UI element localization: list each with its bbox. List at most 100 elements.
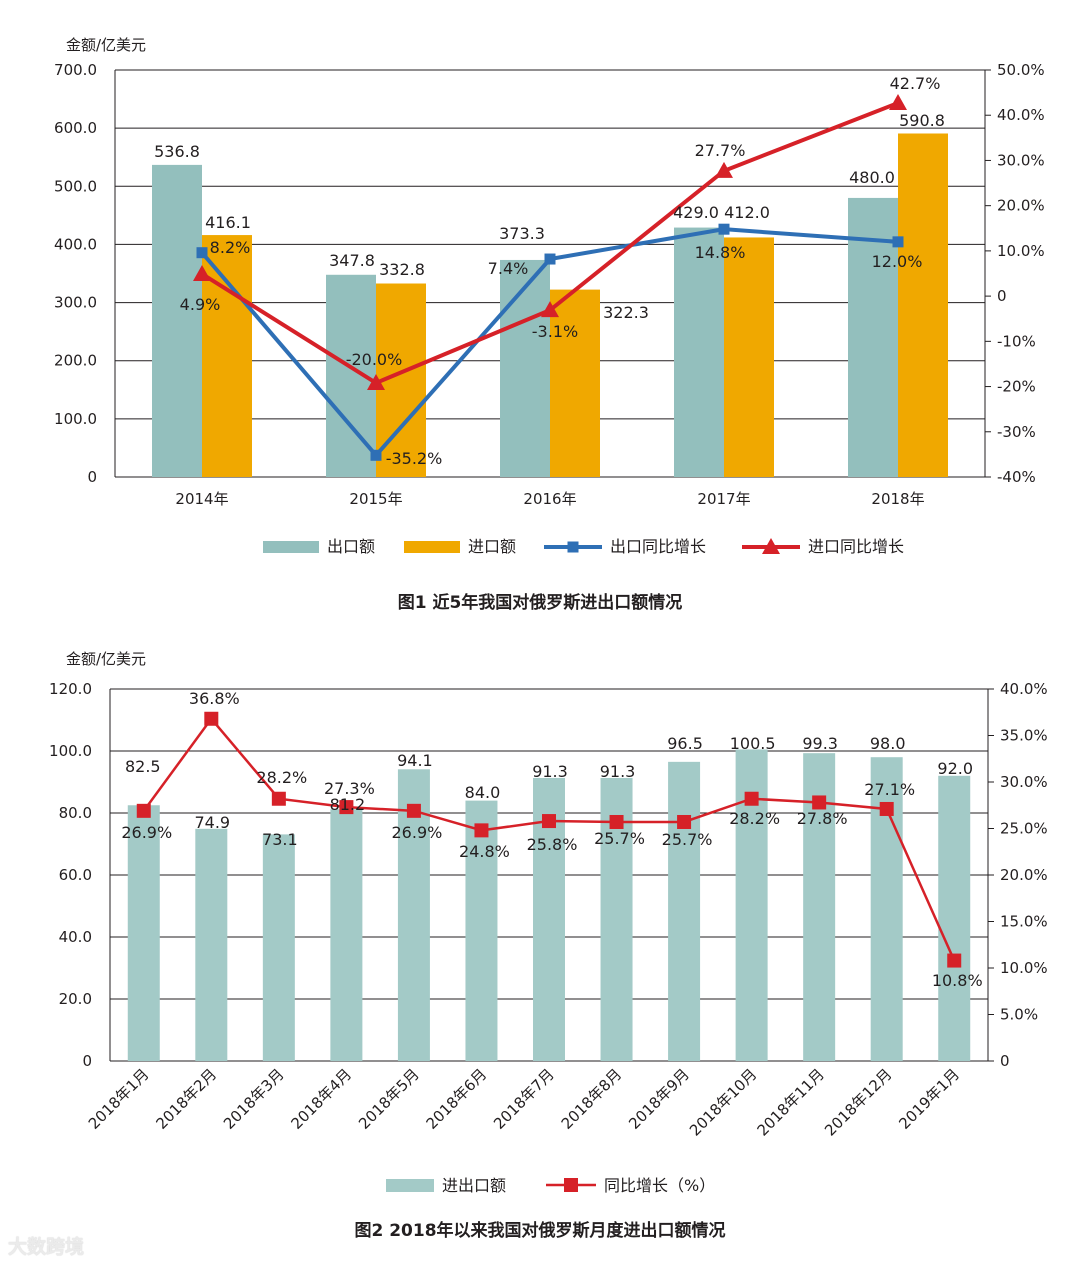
bar-import [724, 237, 774, 477]
bar-trade [127, 805, 160, 1061]
y2-tick-label: 10.0% [1000, 959, 1048, 977]
label-trade: 84.0 [465, 783, 501, 802]
y2-tick-label: 50.0% [997, 61, 1045, 79]
label-export-growth: 12.0% [872, 252, 923, 271]
label-export-growth: -35.2% [386, 449, 443, 468]
legend-import-growth-label: 进口同比增长 [808, 537, 904, 556]
y-tick-label: 20.0 [59, 990, 92, 1008]
point-import [367, 373, 385, 390]
label-trade: 81.2 [330, 795, 366, 814]
y2-tick-label: -30% [997, 423, 1036, 441]
point-export [370, 449, 382, 461]
label-trade: 94.1 [397, 751, 433, 770]
label-export-growth: 8.2% [210, 238, 251, 257]
legend-trade-label: 进出口额 [442, 1176, 506, 1195]
x-tick-label: 2018年1月 [85, 1065, 153, 1133]
legend-import-swatch [404, 541, 460, 553]
point-export [718, 223, 730, 235]
y-tick-label: 80.0 [59, 804, 92, 822]
label-trade: 73.1 [262, 830, 298, 849]
point-growth [609, 814, 624, 829]
label-growth: 25.7% [594, 829, 645, 848]
label-growth: 27.1% [864, 780, 915, 799]
label-growth: 26.9% [392, 823, 443, 842]
point-growth [879, 801, 894, 816]
label-import-growth: -3.1% [532, 322, 578, 341]
bar-trade [262, 834, 295, 1061]
legend-growth-marker [564, 1178, 578, 1192]
y-tick-label: 700.0 [54, 61, 97, 79]
y2-tick-label: 10.0% [997, 242, 1045, 260]
label-growth: 27.8% [797, 809, 848, 828]
y2-tick-label: 35.0% [1000, 727, 1048, 745]
label-trade: 99.3 [802, 734, 838, 753]
label-import-growth: 42.7% [890, 74, 941, 93]
y-tick-label: 60.0 [59, 866, 92, 884]
chart1-caption: 图1 近5年我国对俄罗斯进出口额情况 [397, 593, 683, 613]
y-tick-label: 100.0 [54, 410, 97, 428]
y-tick-label: 500.0 [54, 177, 97, 195]
y2-tick-label: -40% [997, 468, 1036, 486]
label-trade: 100.5 [730, 734, 776, 753]
legend-trade-swatch [386, 1179, 434, 1192]
legend-import-growth-marker [762, 538, 780, 554]
y2-tick-label: 40.0% [1000, 680, 1048, 698]
chart-annual-trade: 金额/亿美元 0 100.0 200.0 300.0 400.0 500.0 600.0 700… [54, 36, 1045, 556]
y2-tick-label: 30.0% [997, 151, 1045, 169]
y-tick-label: 0 [87, 468, 97, 486]
x-tick-label: 2018年2月 [152, 1065, 220, 1133]
bar-trade [397, 769, 430, 1061]
point-import [193, 264, 211, 281]
y-axis-title: 金额/亿美元 [66, 650, 146, 668]
bar-export [674, 227, 724, 477]
y2-tick-label: 40.0% [997, 106, 1045, 124]
x-tick-label: 2018年3月 [220, 1065, 288, 1133]
label-trade: 92.0 [937, 759, 973, 778]
y2-tick-label: 15.0% [1000, 913, 1048, 931]
y2-tick-label: -20% [997, 378, 1036, 396]
label-growth: 27.3% [324, 779, 375, 798]
label-growth: 25.8% [527, 835, 578, 854]
x-tick-label: 2016年 [523, 490, 576, 508]
y-axis-title: 金额/亿美元 [66, 36, 146, 54]
y-tick-label: 400.0 [54, 235, 97, 253]
x-tick-label: 2018年8月 [558, 1065, 626, 1133]
y-tick-label: 40.0 [59, 928, 92, 946]
point-import [889, 94, 907, 111]
chart-monthly-trade: 金额/亿美元 0 20.0 40.0 60.0 80.0 100.0 120.0 0 5.0% 10… [0, 640, 1080, 1276]
label-export: 480.0 [849, 168, 895, 187]
label-trade: 96.5 [667, 734, 703, 753]
x-tick-label: 2018年10月 [686, 1065, 760, 1139]
point-export [196, 247, 208, 259]
label-import: 590.8 [899, 111, 945, 130]
x-tick-label: 2019年1月 [895, 1065, 963, 1133]
bar-import [550, 289, 600, 477]
label-export: 347.8 [329, 251, 375, 270]
label-import: 412.0 [724, 203, 770, 222]
y-tick-label: 600.0 [54, 119, 97, 137]
y2-tick-label: -10% [997, 332, 1036, 350]
legend-export-label: 出口额 [327, 537, 375, 556]
point-growth [947, 953, 962, 968]
bar-export [500, 259, 550, 477]
label-export-growth: 7.4% [488, 259, 529, 278]
legend-export-growth-marker [567, 541, 579, 553]
point-growth [271, 791, 286, 806]
x-tick-label: 2018年5月 [355, 1065, 423, 1133]
label-growth: 24.8% [459, 842, 510, 861]
y2-tick-label: 0 [1000, 1052, 1010, 1070]
point-import [541, 301, 559, 318]
point-growth [542, 814, 556, 829]
x-tick-label: 2015年 [349, 490, 402, 508]
x-tick-label: 2018年12月 [821, 1065, 895, 1139]
point-growth [744, 791, 759, 806]
label-trade: 98.0 [870, 734, 906, 753]
bar-trade [330, 809, 363, 1061]
legend-growth-label: 同比增长（%） [604, 1176, 715, 1195]
bar-trade [465, 800, 498, 1061]
label-import: 332.8 [379, 260, 425, 279]
label-growth: 26.9% [121, 823, 172, 842]
label-import-growth: 4.9% [180, 295, 221, 314]
point-growth [136, 803, 151, 818]
y2-tick-label: 20.0% [997, 197, 1045, 215]
